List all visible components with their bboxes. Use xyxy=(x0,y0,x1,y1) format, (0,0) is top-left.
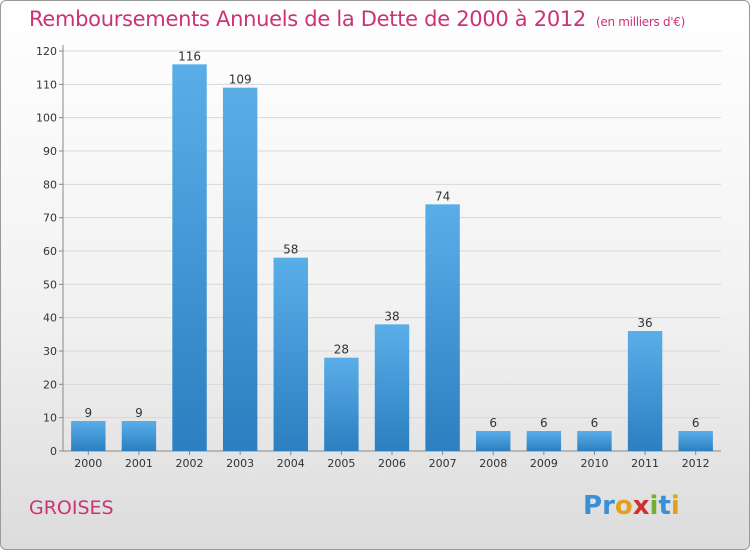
bar-value-label: 6 xyxy=(591,416,599,430)
x-tick-label: 2009 xyxy=(530,457,558,470)
x-tick-label: 2006 xyxy=(378,457,406,470)
logo-letter: i xyxy=(670,491,680,521)
logo-letter: o xyxy=(614,491,633,521)
logo-letter: i xyxy=(649,491,659,521)
y-tick-label: 50 xyxy=(43,278,57,291)
bar-value-label: 58 xyxy=(283,243,298,257)
bar-value-label: 74 xyxy=(435,189,450,203)
chart-title: Remboursements Annuels de la Dette de 20… xyxy=(29,7,685,31)
bar xyxy=(324,357,359,451)
y-tick-label: 20 xyxy=(43,378,57,391)
bar xyxy=(71,421,106,451)
x-tick-label: 2010 xyxy=(580,457,608,470)
x-tick-label: 2008 xyxy=(479,457,507,470)
bar xyxy=(627,331,663,451)
y-tick-label: 120 xyxy=(36,45,57,58)
bar-value-label: 28 xyxy=(334,343,349,357)
y-tick-label: 40 xyxy=(43,312,57,325)
y-tick-label: 90 xyxy=(43,145,57,158)
bar xyxy=(526,431,562,451)
bar xyxy=(273,257,308,451)
bar xyxy=(374,324,410,451)
y-tick-label: 10 xyxy=(43,412,57,425)
bar xyxy=(222,87,258,452)
x-tick-label: 2001 xyxy=(125,457,153,470)
bar xyxy=(476,431,511,451)
x-tick-label: 2004 xyxy=(277,457,305,470)
y-tick-label: 0 xyxy=(50,445,57,458)
x-tick-label: 2007 xyxy=(429,457,457,470)
bar-value-label: 9 xyxy=(135,406,143,420)
y-tick-label: 30 xyxy=(43,345,57,358)
y-tick-label: 60 xyxy=(43,245,57,258)
logo-letter: P xyxy=(583,491,603,521)
logo-letter: r xyxy=(602,491,615,521)
bar xyxy=(172,64,207,452)
y-tick-label: 110 xyxy=(36,78,57,91)
bar-value-label: 6 xyxy=(540,416,548,430)
chart-title-text: Remboursements Annuels de la Dette de 20… xyxy=(29,7,586,31)
bar-value-label: 36 xyxy=(637,316,652,330)
bar-value-label: 109 xyxy=(229,73,252,87)
proxiti-logo: Proxiti xyxy=(583,491,680,521)
x-tick-label: 2003 xyxy=(226,457,254,470)
y-tick-label: 100 xyxy=(36,112,57,125)
x-tick-label: 2002 xyxy=(176,457,204,470)
bar xyxy=(577,431,612,451)
bar xyxy=(425,204,460,451)
y-tick-label: 70 xyxy=(43,212,57,225)
logo-letter: t xyxy=(658,491,671,521)
x-tick-label: 2012 xyxy=(682,457,710,470)
bar-value-label: 116 xyxy=(178,49,201,63)
y-tick-label: 80 xyxy=(43,178,57,191)
x-tick-label: 2000 xyxy=(74,457,102,470)
logo-letter: x xyxy=(632,491,650,521)
bar-value-label: 6 xyxy=(692,416,700,430)
commune-name: GROISES xyxy=(29,497,114,519)
x-tick-label: 2011 xyxy=(631,457,659,470)
bar-value-label: 9 xyxy=(84,406,92,420)
bar xyxy=(121,421,157,451)
bar xyxy=(678,431,713,451)
bar-value-label: 6 xyxy=(489,416,497,430)
x-tick-label: 2005 xyxy=(327,457,355,470)
bar-value-label: 38 xyxy=(384,309,399,323)
chart-unit: (en milliers d'€) xyxy=(596,15,686,29)
